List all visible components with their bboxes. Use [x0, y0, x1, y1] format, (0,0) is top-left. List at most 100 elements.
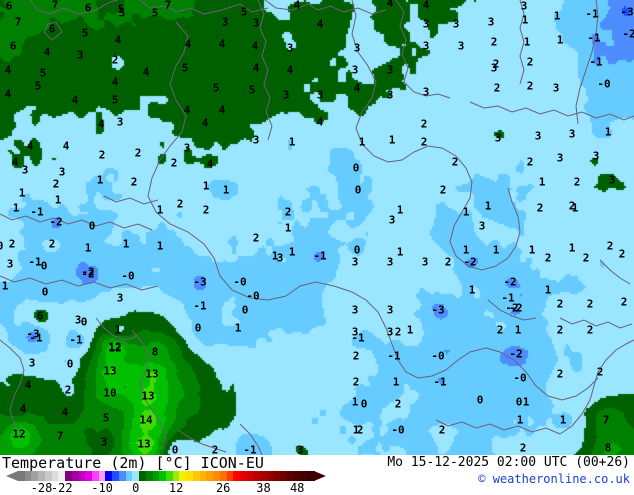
legend-tick-label: 12	[168, 481, 184, 495]
temperature-value-label: 2	[586, 297, 594, 311]
temperature-value-label: 4	[97, 117, 105, 131]
temperature-value-label: 3	[296, 443, 304, 456]
temperature-value-label: 1	[514, 323, 522, 337]
temperature-value-label: 5	[181, 61, 189, 75]
temperature-value-label: 2	[444, 255, 452, 269]
legend-swatch	[233, 471, 241, 481]
temperature-value-label: 13	[145, 367, 159, 381]
temperature-value-label: 3	[568, 127, 576, 141]
legend-swatch	[31, 471, 39, 481]
temperature-value-label: 3	[422, 39, 430, 53]
temperature-value-label: 3	[608, 173, 616, 187]
legend-swatch	[44, 471, 53, 481]
temperature-value-label: 5	[34, 79, 42, 93]
temperature-value-label: 0	[66, 357, 74, 371]
temperature-value-label: 2	[573, 175, 581, 189]
temperature-value-label: 4	[251, 39, 259, 53]
temperature-value-label: 2	[420, 135, 428, 149]
legend-swatch	[51, 471, 59, 481]
temperature-value-label: 4	[218, 103, 226, 117]
temperature-value-label: 4	[61, 405, 69, 419]
temperature-value-label: 2	[134, 146, 142, 160]
copyright-notice[interactable]: © weatheronline.co.uk	[478, 472, 630, 486]
color-legend-bar	[6, 471, 326, 481]
legend-tick-label: -28	[30, 481, 53, 495]
temperature-value-label: 6	[36, 309, 44, 323]
temperature-value-label: 2	[618, 247, 626, 261]
temperature-value-label: 1	[222, 183, 230, 197]
temperature-value-label: 5	[248, 83, 256, 97]
temperature-value-label: 3	[252, 133, 260, 147]
temperature-value-label: -0	[431, 349, 445, 363]
temperature-value-label: 7	[51, 0, 59, 12]
temperature-value-label: 2	[98, 148, 106, 162]
temperature-value-label: 3	[351, 63, 359, 77]
temperature-value-label: 3	[21, 163, 29, 177]
temperature-value-label: 4	[293, 0, 301, 12]
temperature-value-label: 3	[457, 39, 465, 53]
legend-swatch	[58, 471, 66, 481]
temperature-value-label: 0	[515, 395, 523, 409]
legend-swatch	[172, 471, 181, 481]
temperature-value-label: 2	[439, 183, 447, 197]
legend-swatch	[192, 471, 201, 481]
temperature-value-label: 1	[84, 241, 92, 255]
temperature-value-label: 4	[4, 63, 12, 77]
temperature-value-label: 4	[422, 0, 430, 12]
legend-swatch	[166, 471, 174, 481]
legend-swatch	[24, 471, 33, 481]
temperature-value-label: -2	[509, 301, 523, 315]
temperature-value-label: 0	[354, 183, 362, 197]
temperature-value-label: 4	[316, 115, 324, 129]
temperature-value-label: 1	[604, 125, 612, 139]
temperature-value-label: -0	[233, 275, 247, 289]
temperature-value-label: 1	[516, 413, 524, 427]
temperature-value-label: 7	[602, 413, 610, 427]
temperature-value-label: 1	[484, 199, 492, 213]
temperature-value-label: 1	[156, 239, 164, 253]
legend-swatch	[307, 471, 315, 481]
temperature-value-label: 2	[284, 205, 292, 219]
temperature-value-label: -0	[246, 289, 260, 303]
temperature-value-label: 3	[386, 88, 394, 102]
legend-swatch	[65, 471, 73, 481]
legend-swatch	[179, 471, 187, 481]
temperature-map[interactable]: 6 7 7 6 5 5 4 4 4 3 7 5 5 6 5 4 3 3 4 3 3 3 1 1 -1 -3 6 4 3 2 4 4 4 3 3 3 3 2…	[0, 0, 634, 455]
temperature-value-label: -2	[503, 275, 517, 289]
temperature-value-label: 1	[406, 323, 414, 337]
temperature-value-label: -1	[313, 249, 327, 263]
temperature-value-label: 2	[568, 199, 576, 213]
temperature-value-label: 2	[52, 177, 60, 191]
temperature-value-label: 3	[58, 165, 66, 179]
legend-swatch	[112, 471, 120, 481]
legend-swatch	[132, 471, 140, 481]
temperature-value-label: 2	[526, 79, 534, 93]
temperature-value-label: 1	[202, 179, 210, 193]
temperature-value-label: 3	[592, 149, 600, 163]
legend-swatch	[105, 471, 113, 481]
temperature-value-label: 3	[183, 141, 191, 155]
temperature-value-label: 3	[478, 219, 486, 233]
temperature-value-label: 10	[103, 386, 117, 400]
temperature-value-label: 2	[420, 117, 428, 131]
temperature-value-label: -1	[28, 255, 42, 269]
legend-swatch	[18, 471, 26, 481]
temperature-value-label: 0	[241, 303, 249, 317]
temperature-value-label: 3	[286, 41, 294, 55]
temperature-value-label: 0	[352, 161, 360, 175]
temperature-value-label: 2	[48, 237, 56, 251]
temperature-value-label: 1	[468, 283, 476, 297]
legend-swatch	[152, 471, 160, 481]
temperature-value-label: 0	[88, 219, 96, 233]
temperature-value-label: 0	[80, 315, 88, 329]
legend-low-arrow	[6, 471, 18, 481]
temperature-value-label: 6	[84, 1, 92, 15]
temperature-value-label: 0	[0, 241, 3, 252]
temperature-value-label: 1	[18, 186, 26, 200]
temperature-value-label: 1	[553, 9, 561, 23]
temperature-value-label: 2	[130, 175, 138, 189]
legend-swatch	[213, 471, 221, 481]
temperature-value-label: 3	[282, 88, 290, 102]
temperature-value-label: 0	[171, 443, 179, 456]
temperature-value-label: 1	[522, 395, 530, 409]
